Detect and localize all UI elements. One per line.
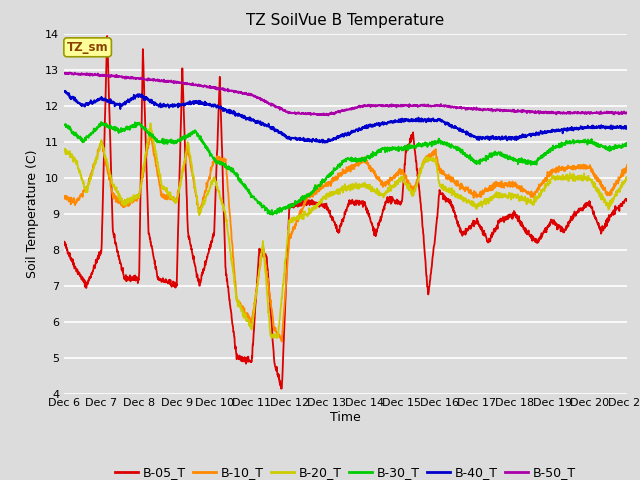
B-20_T bbox=[273, 335, 281, 341]
B-10_T bbox=[335, 172, 342, 178]
B-05_T bbox=[277, 386, 285, 392]
B-05_T bbox=[623, 197, 631, 203]
B-20_T bbox=[147, 120, 154, 126]
Title: TZ SoilVue B Temperature: TZ SoilVue B Temperature bbox=[246, 13, 445, 28]
B-05_T bbox=[607, 212, 615, 218]
B-40_T bbox=[60, 88, 68, 94]
B-10_T bbox=[504, 183, 512, 189]
B-30_T bbox=[607, 145, 615, 151]
B-10_T bbox=[146, 129, 154, 135]
B-40_T bbox=[319, 140, 326, 145]
B-50_T bbox=[89, 72, 97, 78]
B-10_T bbox=[319, 183, 327, 189]
B-40_T bbox=[61, 88, 69, 94]
B-05_T bbox=[319, 204, 327, 210]
X-axis label: Time: Time bbox=[330, 411, 361, 424]
B-20_T bbox=[60, 147, 68, 153]
Line: B-10_T: B-10_T bbox=[64, 132, 627, 342]
B-40_T bbox=[504, 137, 512, 143]
B-10_T bbox=[278, 339, 285, 345]
B-50_T bbox=[607, 109, 615, 115]
B-05_T bbox=[89, 268, 97, 274]
B-50_T bbox=[319, 111, 327, 117]
B-50_T bbox=[60, 71, 68, 76]
B-30_T bbox=[607, 147, 615, 153]
B-20_T bbox=[319, 195, 327, 201]
B-40_T bbox=[89, 100, 97, 106]
B-40_T bbox=[607, 122, 615, 128]
B-10_T bbox=[89, 168, 97, 173]
B-30_T bbox=[89, 131, 97, 136]
Line: B-40_T: B-40_T bbox=[64, 91, 627, 143]
B-40_T bbox=[319, 138, 327, 144]
Text: TZ_sm: TZ_sm bbox=[67, 41, 108, 54]
B-40_T bbox=[335, 133, 342, 139]
Line: B-30_T: B-30_T bbox=[64, 122, 627, 215]
B-05_T bbox=[504, 216, 512, 222]
B-05_T bbox=[60, 239, 68, 245]
B-20_T bbox=[607, 201, 615, 207]
B-50_T bbox=[623, 110, 631, 116]
B-50_T bbox=[504, 108, 512, 114]
B-20_T bbox=[335, 191, 342, 196]
B-30_T bbox=[504, 156, 512, 162]
B-05_T bbox=[607, 213, 615, 218]
B-10_T bbox=[60, 194, 68, 200]
Line: B-20_T: B-20_T bbox=[64, 123, 627, 338]
B-10_T bbox=[607, 192, 615, 197]
B-50_T bbox=[324, 113, 332, 119]
B-20_T bbox=[623, 177, 631, 182]
B-30_T bbox=[335, 162, 342, 168]
B-40_T bbox=[623, 124, 631, 130]
B-05_T bbox=[103, 33, 111, 39]
Line: B-50_T: B-50_T bbox=[64, 72, 627, 116]
B-30_T bbox=[97, 119, 105, 125]
B-20_T bbox=[89, 167, 97, 172]
Legend: B-05_T, B-10_T, B-20_T, B-30_T, B-40_T, B-50_T: B-05_T, B-10_T, B-20_T, B-30_T, B-40_T, … bbox=[110, 461, 581, 480]
B-20_T bbox=[607, 199, 615, 205]
B-30_T bbox=[623, 140, 631, 146]
B-20_T bbox=[504, 194, 512, 200]
B-50_T bbox=[335, 109, 342, 115]
B-05_T bbox=[335, 228, 342, 234]
B-10_T bbox=[607, 190, 615, 195]
B-50_T bbox=[65, 70, 73, 75]
B-10_T bbox=[623, 163, 631, 169]
B-30_T bbox=[60, 122, 68, 128]
B-30_T bbox=[319, 179, 327, 184]
B-40_T bbox=[607, 123, 615, 129]
Y-axis label: Soil Temperature (C): Soil Temperature (C) bbox=[26, 149, 40, 278]
Line: B-05_T: B-05_T bbox=[64, 36, 627, 389]
B-50_T bbox=[607, 109, 615, 115]
B-30_T bbox=[269, 212, 276, 217]
